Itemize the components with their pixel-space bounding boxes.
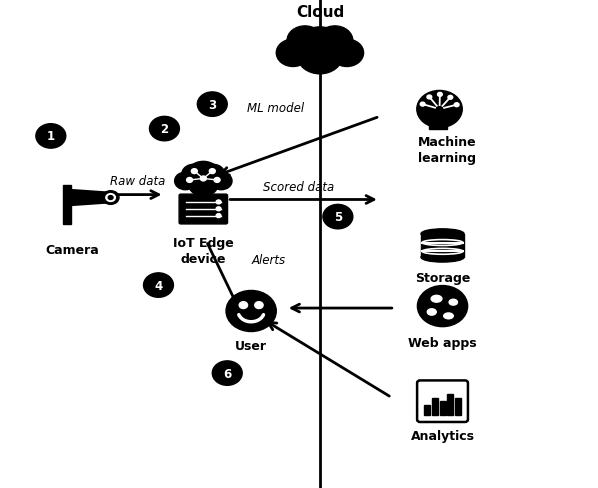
Text: 1: 1 xyxy=(47,130,55,143)
Circle shape xyxy=(144,273,173,298)
Circle shape xyxy=(102,191,119,205)
Circle shape xyxy=(175,173,196,190)
FancyBboxPatch shape xyxy=(63,185,71,224)
Ellipse shape xyxy=(427,309,436,316)
Text: User: User xyxy=(235,339,267,352)
Text: Raw data: Raw data xyxy=(110,175,165,188)
Text: Web apps: Web apps xyxy=(408,337,477,350)
FancyBboxPatch shape xyxy=(455,398,461,415)
Ellipse shape xyxy=(444,313,453,319)
Text: 3: 3 xyxy=(208,99,216,111)
Text: 6: 6 xyxy=(223,367,231,380)
Text: Machine
learning: Machine learning xyxy=(418,136,477,164)
Circle shape xyxy=(448,96,453,100)
Circle shape xyxy=(330,40,364,67)
Text: 2: 2 xyxy=(160,123,169,136)
FancyBboxPatch shape xyxy=(429,119,447,129)
Circle shape xyxy=(214,178,220,183)
Ellipse shape xyxy=(431,296,442,303)
Ellipse shape xyxy=(449,300,457,305)
Text: Analytics: Analytics xyxy=(410,429,475,443)
Circle shape xyxy=(187,178,193,183)
Text: ML model: ML model xyxy=(246,102,304,115)
Circle shape xyxy=(36,124,66,149)
Text: 5: 5 xyxy=(334,211,342,224)
Circle shape xyxy=(187,162,220,189)
Circle shape xyxy=(454,103,459,107)
Circle shape xyxy=(317,27,353,56)
Circle shape xyxy=(226,291,276,332)
Circle shape xyxy=(212,361,242,386)
FancyBboxPatch shape xyxy=(447,394,453,415)
Circle shape xyxy=(297,28,343,65)
Text: Scored data: Scored data xyxy=(263,180,335,193)
Text: Storage: Storage xyxy=(415,271,470,285)
Circle shape xyxy=(108,196,113,200)
Circle shape xyxy=(239,302,248,309)
Circle shape xyxy=(276,40,310,67)
FancyBboxPatch shape xyxy=(421,234,464,258)
Circle shape xyxy=(106,194,115,202)
Circle shape xyxy=(200,177,206,182)
Circle shape xyxy=(201,165,225,184)
Circle shape xyxy=(287,27,323,56)
Circle shape xyxy=(255,302,263,309)
Circle shape xyxy=(216,207,221,211)
Circle shape xyxy=(427,96,432,100)
Circle shape xyxy=(323,205,353,229)
FancyBboxPatch shape xyxy=(179,195,228,224)
Circle shape xyxy=(188,172,218,197)
Circle shape xyxy=(209,169,215,174)
Ellipse shape xyxy=(421,253,464,263)
Text: Camera: Camera xyxy=(45,244,99,257)
Circle shape xyxy=(216,214,221,218)
Circle shape xyxy=(216,201,221,204)
Polygon shape xyxy=(69,189,111,207)
Text: Cloud: Cloud xyxy=(296,5,344,20)
Text: 4: 4 xyxy=(154,279,163,292)
Circle shape xyxy=(197,93,227,117)
Ellipse shape xyxy=(421,229,464,239)
Circle shape xyxy=(417,286,468,327)
Circle shape xyxy=(191,169,197,174)
Text: IoT Edge
device: IoT Edge device xyxy=(173,237,234,265)
FancyBboxPatch shape xyxy=(424,405,430,415)
Circle shape xyxy=(297,38,343,75)
FancyBboxPatch shape xyxy=(440,401,446,415)
FancyBboxPatch shape xyxy=(417,381,468,422)
Circle shape xyxy=(438,93,443,97)
Text: Alerts: Alerts xyxy=(251,253,285,266)
FancyBboxPatch shape xyxy=(432,398,438,415)
Circle shape xyxy=(150,117,179,142)
Circle shape xyxy=(182,165,206,184)
Circle shape xyxy=(417,91,462,128)
Circle shape xyxy=(210,173,232,190)
Circle shape xyxy=(420,103,425,107)
